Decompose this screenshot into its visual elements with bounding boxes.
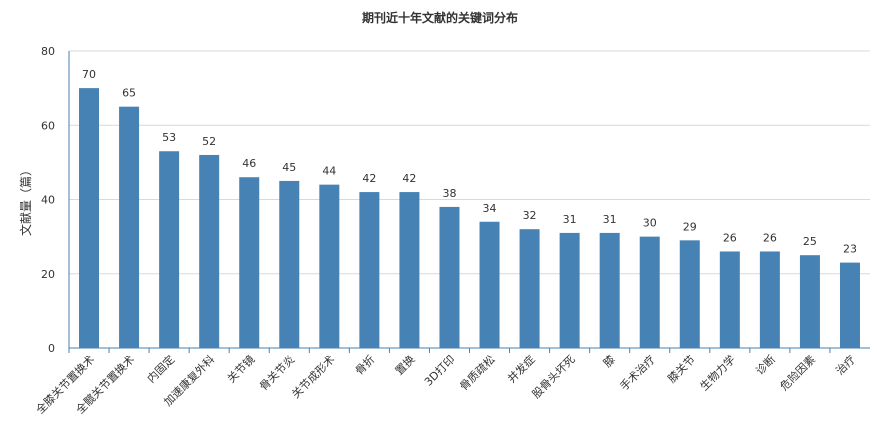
x-tick-label: 关节镜 xyxy=(224,352,257,385)
y-axis-ticks: 0 20 40 60 80 xyxy=(41,45,55,355)
bar xyxy=(519,229,540,348)
bar xyxy=(599,232,620,348)
data-label: 23 xyxy=(843,243,857,256)
y-axis-label: 文献量（篇） xyxy=(18,164,33,236)
bar xyxy=(279,180,300,348)
bar xyxy=(119,106,140,348)
y-tick-label: 80 xyxy=(41,45,55,58)
data-label: 32 xyxy=(523,209,537,222)
data-label: 29 xyxy=(683,220,697,233)
x-tick-label: 骨关节炎 xyxy=(256,352,297,393)
bar xyxy=(159,151,180,348)
x-tick-label: 膝关节 xyxy=(665,352,698,385)
data-label: 34 xyxy=(483,202,497,215)
data-label: 65 xyxy=(122,87,136,100)
data-label: 52 xyxy=(202,135,216,148)
data-label: 26 xyxy=(723,231,737,244)
x-tick-label: 骨质疏松 xyxy=(457,352,498,393)
x-tick-label: 危险因素 xyxy=(777,352,818,393)
data-label: 46 xyxy=(242,157,256,170)
x-tick-label: 诊断 xyxy=(753,352,778,377)
bar xyxy=(199,154,220,348)
data-label: 38 xyxy=(442,187,456,200)
bar xyxy=(79,88,100,348)
bar xyxy=(399,192,420,348)
x-tick-label: 置换 xyxy=(392,352,417,377)
x-tick-label: 生物力学 xyxy=(697,352,738,393)
bar xyxy=(479,221,500,348)
bar xyxy=(839,262,860,348)
data-label: 70 xyxy=(82,68,96,81)
bar xyxy=(319,184,340,348)
x-tick-label: 治疗 xyxy=(833,352,858,377)
data-label: 30 xyxy=(643,217,657,230)
x-tick-label: 股骨头坏死 xyxy=(530,353,578,401)
data-label: 26 xyxy=(763,231,777,244)
data-label: 42 xyxy=(362,172,376,185)
bars xyxy=(79,88,860,348)
data-label: 44 xyxy=(322,165,336,178)
bar xyxy=(759,251,780,348)
data-label: 42 xyxy=(402,172,416,185)
bar xyxy=(799,255,820,348)
x-tick-label: 骨折 xyxy=(352,352,377,377)
chart-title: 期刊近十年文献的关键词分布 xyxy=(362,10,518,25)
bar xyxy=(719,251,740,348)
data-label: 53 xyxy=(162,131,176,144)
x-tick-label: 关节成形术 xyxy=(289,352,338,401)
y-tick-label: 20 xyxy=(41,268,55,281)
bar xyxy=(679,240,700,348)
y-tick-label: 40 xyxy=(41,194,55,207)
y-tick-label: 0 xyxy=(48,342,55,355)
bar xyxy=(359,192,380,348)
bar xyxy=(239,177,260,348)
bar xyxy=(639,236,660,348)
data-label: 45 xyxy=(282,161,296,174)
y-tick-label: 60 xyxy=(41,119,55,132)
bar xyxy=(559,232,580,348)
data-label: 31 xyxy=(603,213,617,226)
gridlines xyxy=(69,50,870,275)
x-tick-label: 手术治疗 xyxy=(617,352,658,393)
x-tick-label: 3D打印 xyxy=(421,352,457,388)
x-tick-label: 膝 xyxy=(601,353,618,370)
bar xyxy=(439,206,460,348)
x-tick-label: 内固定 xyxy=(144,352,177,385)
data-label: 25 xyxy=(803,235,817,248)
x-tick-label: 并发症 xyxy=(504,352,537,385)
data-labels: 70 65 53 52 46 45 44 42 42 38 34 32 31 31 30 29 26 26 25 23 xyxy=(82,68,857,255)
data-label: 31 xyxy=(563,213,577,226)
